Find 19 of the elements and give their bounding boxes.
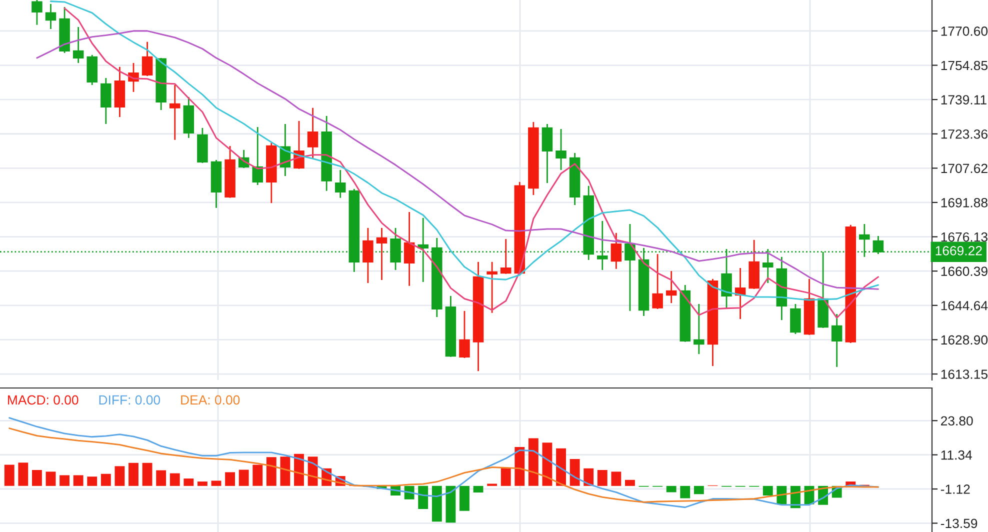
y-tick-label: 1644.64	[941, 300, 988, 310]
y-tick-label: 1613.15	[941, 370, 988, 379]
y-tick-label: 1676.13	[941, 232, 988, 242]
y-tick-label: -13.59	[940, 518, 978, 528]
y-tick-label: 1707.62	[941, 164, 988, 174]
y-tick-label: 1754.85	[941, 60, 988, 70]
y-tick-label: 1628.90	[941, 335, 988, 345]
y-tick-label: 1691.88	[941, 198, 988, 208]
ref-line-label: 1669.22	[936, 246, 982, 256]
text: DIFF: 0.00	[99, 395, 160, 405]
text: MACD: 0.00	[8, 395, 78, 405]
y-tick-label: 1770.60	[941, 26, 988, 36]
y-tick-label: 1723.36	[941, 129, 988, 139]
y-tick-label: 23.80	[940, 416, 973, 426]
y-tick-label: 1739.11	[941, 95, 986, 104]
y-tick-label: 1660.39	[941, 266, 988, 276]
text: DEA: 0.00	[181, 395, 240, 405]
y-tick-label: 11.34	[941, 450, 972, 460]
y-tick-label: -1.12	[940, 484, 970, 494]
